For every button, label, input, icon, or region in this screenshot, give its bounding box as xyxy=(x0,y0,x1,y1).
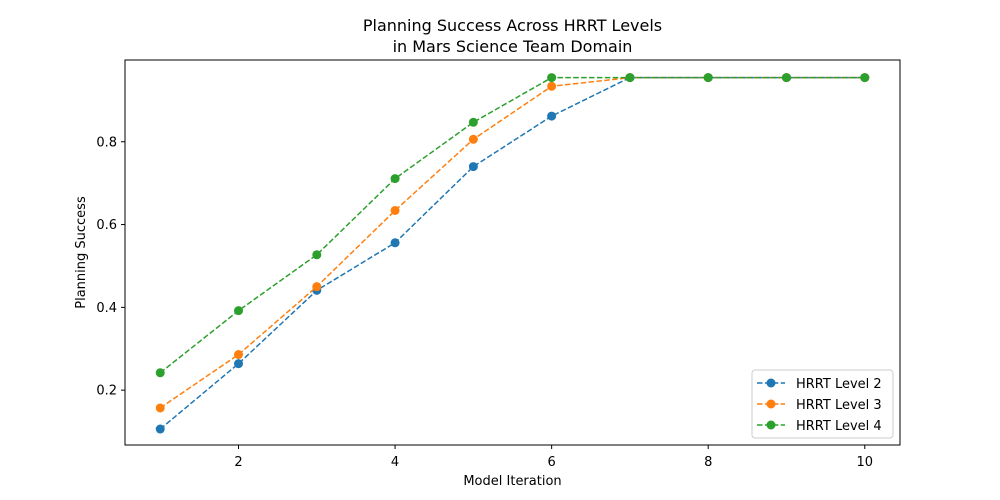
chart-title-line-2: in Mars Science Team Domain xyxy=(393,37,633,56)
legend-box xyxy=(751,369,894,439)
y-axis-label: Planning Success xyxy=(74,196,89,309)
y-tick-label: 0.4 xyxy=(96,301,117,316)
axis-ticks: 2 4 6 8 10 0.2 0.4 0.6 0.8 xyxy=(96,135,873,470)
data-point xyxy=(390,174,400,184)
x-tick-label: 8 xyxy=(704,455,712,470)
x-tick-label: 6 xyxy=(548,455,556,470)
legend-label: HRRT Level 2 xyxy=(796,377,882,392)
x-tick-label: 2 xyxy=(234,455,242,470)
data-point xyxy=(860,73,870,83)
series-line xyxy=(159,76,865,374)
legend-marker xyxy=(766,378,776,388)
y-tick-label: 0.8 xyxy=(96,135,117,150)
series-3 xyxy=(155,73,870,378)
data-point xyxy=(234,350,244,360)
plot-area xyxy=(155,73,870,434)
data-point xyxy=(468,134,478,144)
axes-frame xyxy=(124,59,901,446)
data-point xyxy=(155,424,165,434)
data-point xyxy=(625,73,635,83)
data-point xyxy=(390,238,400,248)
data-point xyxy=(781,73,791,83)
data-point xyxy=(155,403,165,413)
data-point xyxy=(547,111,557,121)
x-axis-label: Model Iteration xyxy=(463,474,561,489)
data-point xyxy=(703,73,713,83)
data-point xyxy=(155,368,165,378)
data-point xyxy=(312,250,322,260)
legend-marker xyxy=(766,399,776,409)
x-tick-label: 4 xyxy=(391,455,399,470)
legend-label: HRRT Level 3 xyxy=(796,398,882,413)
y-tick-label: 0.6 xyxy=(96,218,117,233)
x-tick-label: 10 xyxy=(856,455,873,470)
data-point xyxy=(234,306,244,316)
y-tick-label: 0.2 xyxy=(96,384,117,399)
legend-label: HRRT Level 4 xyxy=(796,419,882,434)
legend: HRRT Level 2 HRRT Level 3 HRRT Level 4 xyxy=(751,369,894,439)
data-point xyxy=(547,73,557,83)
legend-items: HRRT Level 2 HRRT Level 3 HRRT Level 4 xyxy=(757,377,882,434)
data-point xyxy=(312,282,322,292)
data-point xyxy=(234,359,244,369)
legend-marker xyxy=(766,420,776,430)
data-point xyxy=(468,162,478,172)
data-point xyxy=(547,81,557,91)
chart-title-line-1: Planning Success Across HRRT Levels xyxy=(363,16,662,35)
data-point xyxy=(468,117,478,127)
data-point xyxy=(390,205,400,215)
